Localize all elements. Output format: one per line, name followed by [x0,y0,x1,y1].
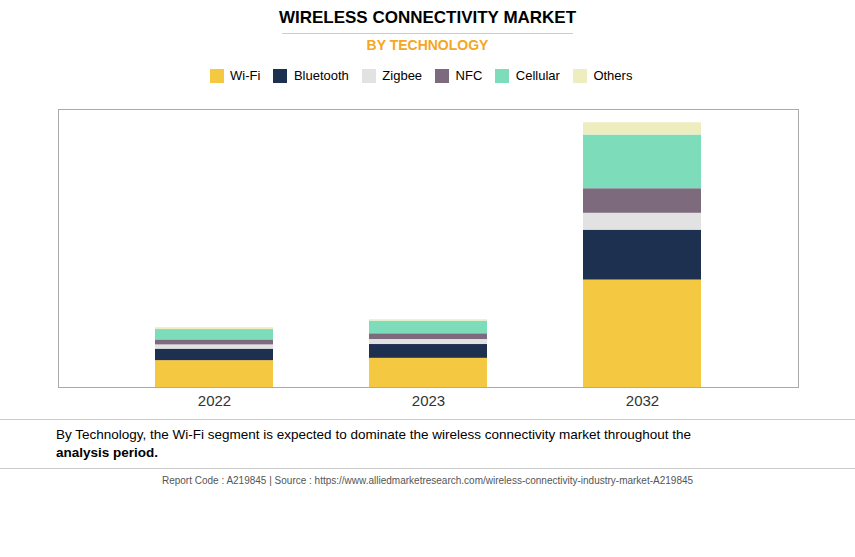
html-text:Cellular: Cellular [515,68,560,83]
html-text:NFC: NFC [455,68,483,83]
html-text:Others: Others [593,68,633,83]
html-text:Wi-Fi: Wi-Fi [230,68,261,83]
svg-text:2022: 2022 [197,392,230,409]
html-text:analysis period.: analysis period. [56,444,158,460]
html-text:By Technology, the Wi-Fi segme: By Technology, the Wi-Fi segment is expe… [56,426,692,442]
html-text:Bluetooth: Bluetooth [293,68,349,83]
html-text:Zigbee: Zigbee [382,68,423,83]
html-text:BY TECHNOLOGY: BY TECHNOLOGY [366,37,489,53]
svg-text:2023: 2023 [411,392,444,409]
svg-text:2032: 2032 [625,392,658,409]
html-text:WIRELESS CONNECTIVITY MARKET: WIRELESS CONNECTIVITY MARKET [278,8,577,27]
html-text:Report Code : A219845 | Source: Report Code : A219845 | Source : https:/… [161,474,694,486]
